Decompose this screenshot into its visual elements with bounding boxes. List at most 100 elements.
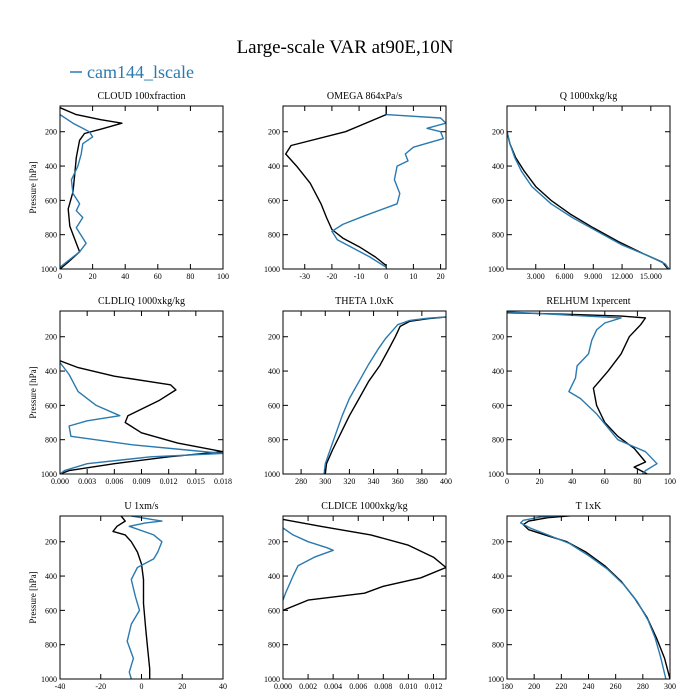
- panel-2: OMEGA 864xPa/s 200 400 600 800 1000 -30 -20 -10 0…: [264, 91, 447, 281]
- x-tick-label: 6.000: [556, 272, 574, 281]
- x-tick-label: 40: [219, 682, 227, 691]
- plot-frame: [59, 310, 224, 475]
- x-tick-label: 12.000: [611, 272, 633, 281]
- x-tick-label: 320: [343, 477, 355, 486]
- x-tick-label: 0.012: [160, 477, 178, 486]
- x-tick-label: 0.006: [105, 477, 123, 486]
- y-tick-label: 600: [268, 401, 280, 410]
- y-tick-label: 1000: [41, 675, 57, 684]
- x-tick-label: 15.000: [640, 272, 662, 281]
- x-tick-label: 100: [217, 272, 229, 281]
- x-tick-label: 340: [368, 477, 380, 486]
- y-tick-label: 200: [492, 128, 504, 137]
- series-line-observed: [283, 518, 446, 612]
- x-tick-label: 10: [409, 272, 417, 281]
- x-tick-label: 380: [416, 477, 428, 486]
- plot-frame: [506, 310, 671, 475]
- x-tick-label: 0.010: [399, 682, 417, 691]
- panel-5: THETA 1.0xK 200 400 600 800 1000 280 300 320 340 3…: [264, 296, 452, 486]
- y-tick-label: 400: [45, 367, 57, 376]
- plot-frame: [282, 310, 447, 475]
- x-tick-label: 0.018: [214, 477, 232, 486]
- series-line-cam144_lscale: [519, 516, 667, 679]
- y-tick-label: 600: [45, 196, 57, 205]
- y-tick-label: 1000: [488, 265, 504, 274]
- y-tick-label: 1000: [41, 470, 57, 479]
- series-line-cam144_lscale: [507, 311, 658, 474]
- series-line-observed: [324, 316, 446, 474]
- x-tick-label: 0.006: [349, 682, 367, 691]
- series-line-cam144_lscale: [323, 316, 446, 474]
- plot-frame: [59, 515, 224, 680]
- y-tick-label: 600: [268, 606, 280, 615]
- y-tick-label: 600: [492, 196, 504, 205]
- x-tick-label: -20: [95, 682, 106, 691]
- x-tick-label: 0: [58, 272, 62, 281]
- x-tick-label: 0.009: [133, 477, 151, 486]
- x-tick-label: 20: [536, 477, 544, 486]
- x-tick-label: 100: [664, 477, 676, 486]
- y-tick-label: 400: [492, 367, 504, 376]
- y-tick-label: 200: [45, 128, 57, 137]
- y-tick-label: 400: [492, 572, 504, 581]
- y-tick-label: 800: [268, 436, 280, 445]
- x-tick-label: 20: [178, 682, 186, 691]
- series-line-cam144_lscale: [60, 362, 223, 474]
- panel-title: THETA 1.0xK: [335, 296, 394, 307]
- x-tick-label: 3.000: [527, 272, 545, 281]
- x-tick-label: -40: [55, 682, 66, 691]
- x-tick-label: 200: [528, 682, 540, 691]
- series-line-observed: [112, 516, 151, 679]
- series-line-observed: [285, 106, 387, 267]
- series-line-cam144_lscale: [507, 131, 670, 269]
- y-tick-label: 200: [268, 128, 280, 137]
- x-tick-label: 20: [437, 272, 445, 281]
- y-axis-label: Pressure [hPa]: [28, 161, 38, 213]
- series-line-observed: [522, 516, 670, 679]
- series-line-cam144_lscale: [331, 113, 446, 268]
- panel-title: CLDLIQ 1000xkg/kg: [98, 296, 185, 307]
- x-tick-label: 9.000: [584, 272, 602, 281]
- y-tick-label: 600: [268, 196, 280, 205]
- panel-title: OMEGA 864xPa/s: [327, 91, 402, 102]
- x-tick-label: 60: [601, 477, 609, 486]
- y-axis-label: Pressure [hPa]: [28, 366, 38, 418]
- panel-title: RELHUM 1xpercent: [546, 296, 630, 307]
- x-tick-label: 0: [384, 272, 388, 281]
- y-tick-label: 800: [268, 641, 280, 650]
- y-tick-label: 400: [268, 367, 280, 376]
- panel-title: U 1xm/s: [124, 501, 158, 512]
- x-tick-label: 80: [633, 477, 641, 486]
- y-tick-label: 800: [45, 641, 57, 650]
- x-tick-label: 220: [555, 682, 567, 691]
- y-axis-label: Pressure [hPa]: [28, 571, 38, 623]
- x-tick-label: 0.000: [51, 477, 69, 486]
- y-tick-label: 600: [492, 606, 504, 615]
- legend: cam144_lscale: [70, 62, 194, 82]
- y-tick-label: 800: [492, 436, 504, 445]
- series-line-observed: [507, 312, 648, 474]
- plot-frame: [282, 105, 447, 270]
- x-tick-label: 0.015: [187, 477, 205, 486]
- y-tick-label: 800: [492, 641, 504, 650]
- series-line-observed: [60, 107, 123, 269]
- y-tick-label: 800: [268, 231, 280, 240]
- y-tick-label: 400: [492, 162, 504, 171]
- y-tick-label: 400: [45, 572, 57, 581]
- y-tick-label: 800: [45, 436, 57, 445]
- y-tick-label: 200: [492, 333, 504, 342]
- x-tick-label: 260: [610, 682, 622, 691]
- x-tick-label: 40: [121, 272, 129, 281]
- y-tick-label: 1000: [41, 265, 57, 274]
- x-tick-label: 240: [583, 682, 595, 691]
- x-tick-label: -20: [327, 272, 338, 281]
- x-tick-label: 0: [505, 477, 509, 486]
- y-tick-label: 1000: [264, 675, 280, 684]
- plot-frame: [59, 105, 224, 270]
